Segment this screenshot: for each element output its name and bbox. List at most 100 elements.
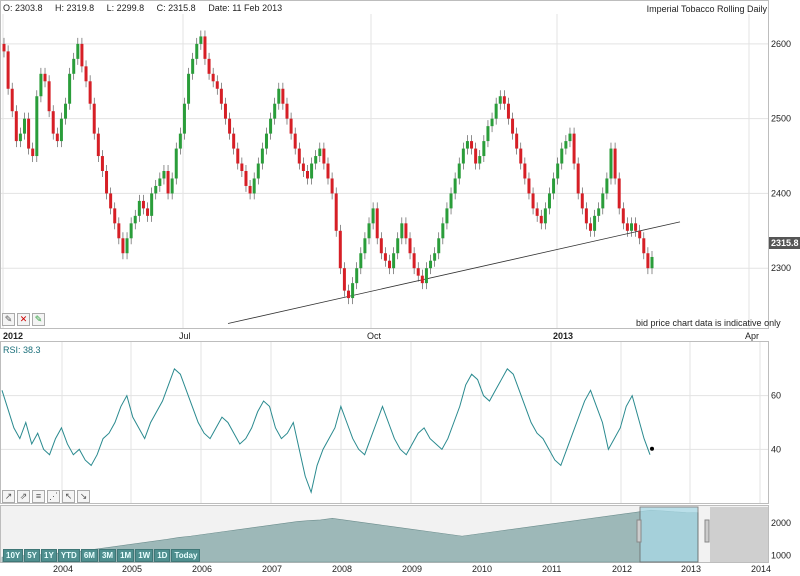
range-1y-button[interactable]: 1Y [41,549,57,562]
candle-body [146,208,150,216]
range-1m-button[interactable]: 1M [117,549,135,562]
channel-icon[interactable]: ⇗ [17,490,30,503]
navigator-x-tick-label: 2009 [402,564,422,574]
range-selector: 10Y 5Y 1Y YTD 6M 3M 1M 1W 1D Today [3,549,201,562]
candle-body [203,36,207,59]
candle-body [502,96,506,104]
candle-body [35,96,39,157]
candle-body [375,208,379,239]
candle-body [256,163,260,179]
candle-body [211,73,215,82]
candle-body [141,200,145,209]
candle-body [392,253,396,269]
open-label: O: 2303.8 [3,3,43,13]
candle-body [597,208,601,216]
candle-body [400,223,404,239]
candle-body [486,126,490,142]
candle-body [416,268,420,276]
candle-body [215,81,219,89]
candle-body [424,268,428,284]
candle-body [441,223,445,239]
candle-body [593,215,597,231]
candle-body [219,88,223,104]
navigator-x-tick-label: 2006 [192,564,212,574]
ohlc-readout: O: 2303.8 H: 2319.8 L: 2299.8 C: 2315.8 … [3,3,292,13]
candle-body [43,73,47,82]
rsi-axis-ticks: 40 60 [771,391,781,455]
rsi-toolbar: ↗ ⇗ ≡ ⋰ ↖ ↘ [2,490,90,504]
price-tick-label: 2400 [771,188,791,198]
range-6m-button[interactable]: 6M [80,549,98,562]
candle-body [437,238,441,254]
range-3m-button[interactable]: 3M [98,549,117,562]
candle-body [187,73,191,104]
navigator-selection [639,506,699,563]
candle-body [2,43,6,52]
candle-body [178,133,182,149]
candle-body [117,223,121,239]
candle-body [273,103,277,119]
candle-body [10,88,14,112]
candle-body [191,58,195,74]
line-icon[interactable]: ↘ [77,490,90,503]
candle-body [59,118,63,142]
candle-body [51,111,55,134]
candle-body [285,103,289,119]
rsi-tick-label: 40 [771,444,781,454]
candle-body [6,51,10,89]
candle-body [576,163,580,194]
candle-body [625,223,629,231]
candle-body [23,118,27,134]
candle-body [88,81,92,104]
candle-body [232,133,236,149]
candle-body [314,156,318,164]
candle-body [560,148,564,164]
navigator-axis-ticks: 1000 2000 2004 2005 2006 2007 2008 2009 2010 2011… [53,518,791,574]
edit-icon[interactable]: ✎ [32,313,45,326]
candle-body [584,208,588,224]
candle-body [318,148,322,157]
candle-body [55,133,59,142]
candle-body [367,223,371,239]
range-1d-button[interactable]: 1D [154,549,171,562]
candle-body [638,230,642,239]
price-x-tick-label: Oct [367,331,382,341]
close-label: C: 2315.8 [156,3,196,13]
arrow-icon[interactable]: ↖ [62,490,75,503]
candle-body [170,178,174,194]
fib-icon[interactable]: ≡ [32,490,45,503]
candle-body [547,193,551,209]
candle-body [14,111,18,142]
candle-body [100,156,104,171]
candle-body [347,290,351,299]
range-1w-button[interactable]: 1W [135,549,154,562]
candle-body [470,141,474,149]
candle-body [342,268,346,291]
navigator-future [710,507,768,562]
candle-body [293,133,297,149]
candle-body [556,163,560,179]
candle-body [474,148,478,164]
range-ytd-button[interactable]: YTD [57,549,80,562]
navigator-x-tick-label: 2008 [332,564,352,574]
rsi-line-group [1,367,654,495]
pencil-icon[interactable]: ✎ [2,313,15,326]
range-10y-button[interactable]: 10Y [3,549,24,562]
candle-body [305,171,309,179]
candle-body [27,118,31,149]
range-5y-button[interactable]: 5Y [24,549,41,562]
candle-body [39,73,43,97]
range-today-button[interactable]: Today [171,549,201,562]
candle-body [334,193,338,231]
candle-body [379,238,383,254]
candle-body [383,253,387,261]
candle-body [634,223,638,231]
close-icon[interactable]: ✕ [17,313,30,326]
candle-body [195,43,199,59]
navigator-handle-right [704,519,710,543]
price-x-tick-label: Jul [179,331,191,341]
trend-icon[interactable]: ↗ [2,490,15,503]
price-x-tick-label: Apr [745,331,759,341]
fan-icon[interactable]: ⋰ [47,490,60,503]
candle-body [359,253,363,269]
